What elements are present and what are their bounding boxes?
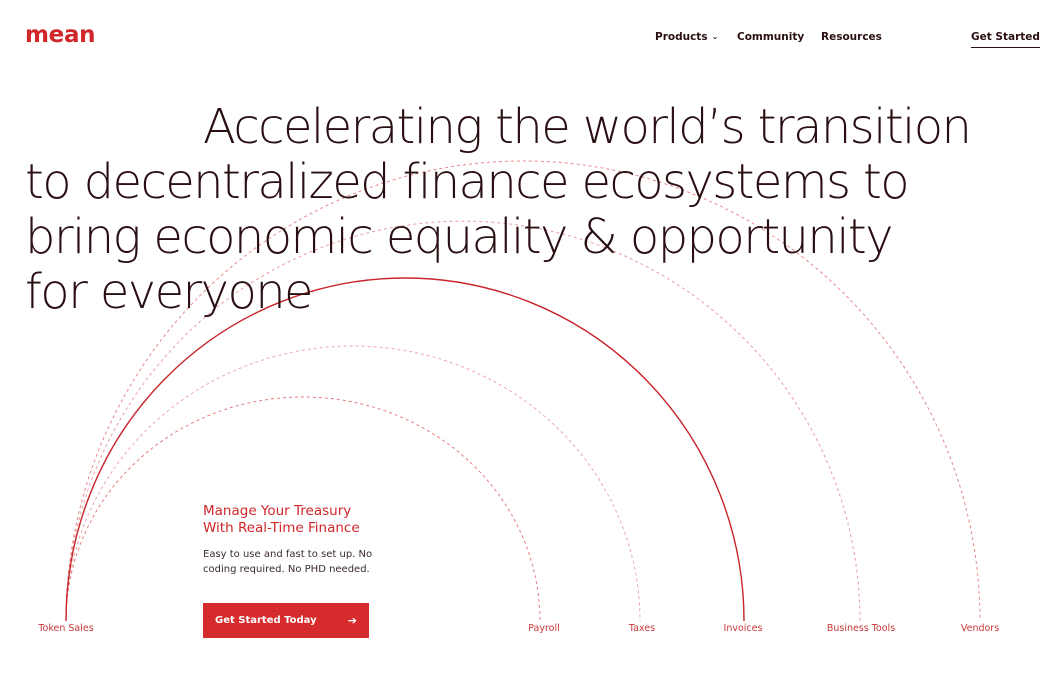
get-started-today-button[interactable]: Get Started Today ➔ [203,603,369,638]
arc-payroll [65,396,541,622]
nav-products-label: Products [655,31,708,43]
feature-description-line: coding required. No PHD needed. [203,564,370,575]
arc-label-vendors: Vendors [960,623,1000,634]
main-nav: Products ⌄ Community Resources Get Starte… [0,31,1048,51]
arc-label-token-sales: Token Sales [38,623,94,634]
nav-resources[interactable]: Resources [821,31,882,43]
feature-description: Easy to use and fast to set up. No codin… [203,547,403,577]
arc-label-payroll: Payroll [528,623,560,634]
hero-headline: Accelerating the world’s transition to d… [25,100,1035,320]
feature-title-line: With Real-Time Finance [203,520,360,536]
nav-products[interactable]: Products ⌄ [655,31,718,43]
arrow-right-icon: ➔ [347,614,357,627]
arc-label-business-tools: Business Tools [826,623,896,634]
arc-label-taxes: Taxes [628,623,656,634]
arc-taxes [65,345,641,622]
feature-title-line: Manage Your Treasury [203,503,352,519]
headline-line: bring economic equality & opportunity [25,209,894,265]
cta-label: Get Started Today [215,615,317,626]
feature-block: Manage Your Treasury With Real-Time Fina… [203,503,403,577]
logo[interactable]: mean [25,22,96,48]
arc-invoices [65,277,745,622]
feature-description-line: Easy to use and fast to set up. No [203,549,373,560]
arc-business-tools [65,220,861,622]
headline-line: to decentralized finance ecosystems to [25,154,910,210]
feature-title: Manage Your Treasury With Real-Time Fina… [203,503,403,537]
nav-get-started-link[interactable]: Get Started [971,31,1040,48]
arc-label-invoices: Invoices [723,623,763,634]
arc-vendors [65,160,981,622]
chevron-down-icon: ⌄ [711,32,719,41]
nav-community[interactable]: Community [737,31,805,43]
headline-line: for everyone [25,264,314,320]
headline-line: Accelerating the world’s transition [203,99,972,155]
